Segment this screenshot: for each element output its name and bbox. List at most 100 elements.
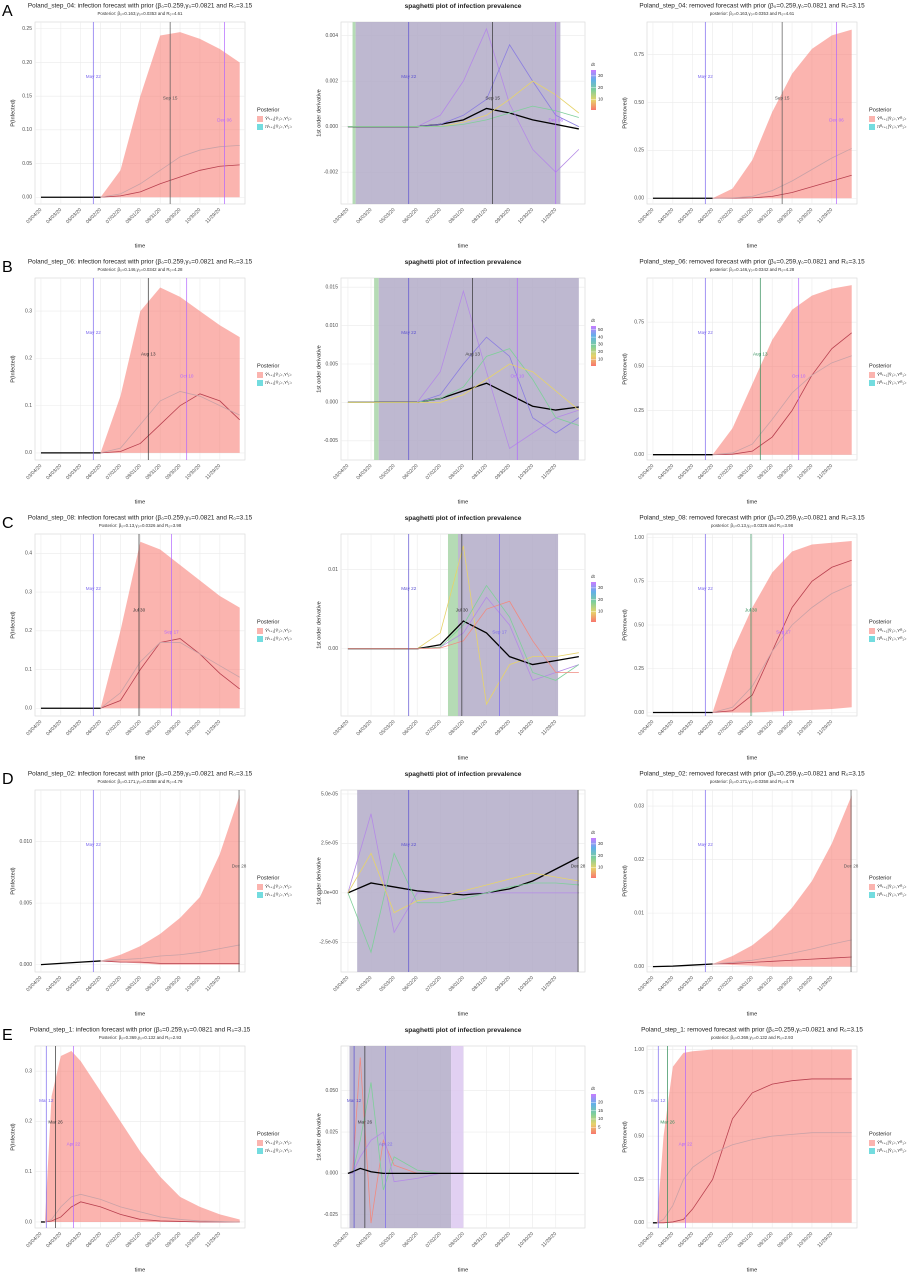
y-tick-label: 0.000 [325,1171,338,1177]
panel-letter: C [2,515,14,532]
y-axis-label: 1st order derivative [316,1113,322,1161]
x-tick-label: 05/03/20 [677,975,695,993]
chart-subtitle: posterior: β₀=0.163,γ₀=0.0353 and R₀=4.6… [710,11,795,16]
x-tick-label: 08/31/20 [757,207,775,225]
x-tick-label: 06/02/20 [402,463,420,481]
y-tick-label: 0.01 [328,567,338,573]
colorbar-tick-label: 20 [598,85,604,90]
event-label: Jul 30 [133,608,146,613]
x-tick-label: 10/30/20 [796,207,814,225]
x-tick-label: 11/29/20 [816,975,834,993]
x-tick-label: 10/30/20 [184,975,202,993]
legend-title: Posterior [257,875,280,881]
legend-swatch [869,1148,875,1154]
credible-band [100,794,240,965]
legend-swatch [869,372,875,378]
chart-subtitle: Posterior: β₀=0.369,γ₀=0.132 and R₀=2.93 [99,1035,182,1040]
event-label: May 22 [86,586,102,591]
x-tick-label: 09/30/20 [776,463,794,481]
x-tick-label: 06/02/20 [697,207,715,225]
x-tick-label: 05/03/20 [677,207,695,225]
chart-subtitle: posterior: β₀=0.146,γ₀=0.0342 and R₀=4.2… [710,267,795,272]
shaded-window [374,278,379,460]
event-label: Oct 10 [180,373,194,378]
colorbar-tick-label: 40 [598,334,604,339]
x-tick-label: 11/29/20 [204,207,222,225]
x-tick-label: 07/02/20 [105,207,123,225]
event-label: May 22 [401,330,417,335]
legend-label: Ŷᴿₜ₊₁|Ŷ₁:ₜ,Yᴿ₁:ₜ [877,627,907,633]
chart-title: Poland_step_02: infection forecast with … [28,771,253,778]
y-tick-label: 0.0 [25,450,32,456]
legend-label: Ŷᴿₜ₊₁|Ŷ₁:ₜ,Yᴿ₁:ₜ [877,1139,907,1145]
y-tick-label: 0.4 [25,551,32,557]
x-tick-label: 09/30/20 [164,207,182,225]
series-line [652,963,713,968]
x-axis-label: time [458,755,469,761]
x-tick-label: 08/31/20 [145,207,163,225]
legend-label: Ŷᴵₜ₊₁|Ŷ₁:ₜ,Yᴵ₁:ₜ [265,883,293,889]
series-line [712,332,852,456]
x-tick-label: 10/30/20 [517,1231,535,1249]
colorbar [591,70,596,110]
event-label: May 22 [86,330,102,335]
event-label: Dec 28 [571,864,586,869]
x-tick-label: 08/31/20 [145,975,163,993]
x-axis-label: time [458,1011,469,1017]
x-tick-label: 05/03/20 [677,719,695,737]
x-tick-label: 11/29/20 [540,1231,558,1249]
x-tick-label: 06/02/20 [402,1231,420,1249]
event-label: May 22 [698,74,714,79]
x-tick-label: 09/30/20 [776,975,794,993]
x-tick-label: 04/03/20 [45,207,63,225]
x-tick-label: 07/02/20 [105,1231,123,1249]
x-tick-label: 08/31/20 [471,719,489,737]
chart-subtitle: Posterior: β₀=0.171,γ₀=0.0358 and R₀=4.7… [97,779,183,784]
y-tick-label: 0.20 [22,60,32,66]
chart-title: Poland_step_08: removed forecast with pr… [639,515,865,522]
x-axis-label: time [747,1011,758,1017]
event-label: Jul 30 [456,608,469,613]
x-tick-label: 11/29/20 [816,463,834,481]
y-tick-label: 0.0e+00 [320,890,338,896]
x-tick-label: 03/04/20 [637,719,655,737]
x-tick-label: 04/03/20 [355,719,373,737]
colorbar-tick-label: 10 [598,865,604,870]
legend-title: Posterior [869,1131,892,1137]
legend-title: Posterior [869,619,892,625]
y-tick-label: 0.50 [634,622,644,628]
colorbar [591,838,596,878]
y-tick-label: 0.10 [22,127,32,133]
colorbar-tick-label: 30 [598,841,604,846]
x-tick-label: 07/02/20 [717,719,735,737]
y-tick-label: 0.004 [325,33,338,39]
series-line [100,391,240,454]
y-axis-label: P(Removed) [622,609,628,641]
x-tick-label: 03/04/20 [637,207,655,225]
y-tick-label: 0.010 [325,323,338,329]
series-line [100,944,240,962]
x-tick-label: 08/01/20 [448,719,466,737]
event-label: Mar 12 [347,1098,362,1103]
colorbar-tick-label: 20 [598,349,604,354]
legend-label: πᴵₜ₊₁|Ŷ₁:ₜ,Yᴵ₁:ₜ [265,1147,293,1153]
y-tick-label: 0.25 [634,1177,644,1183]
panel-letter: E [2,1027,13,1044]
chart-title: Poland_step_08: infection forecast with … [28,515,253,522]
x-tick-label: 04/03/20 [355,207,373,225]
chart-title: Poland_step_06: removed forecast with pr… [639,259,865,266]
legend-swatch [869,116,875,122]
event-label: May 22 [401,842,417,847]
event-label: Mar 26 [358,1120,373,1125]
x-tick-label: 04/03/20 [45,463,63,481]
x-tick-label: 10/30/20 [796,1231,814,1249]
y-tick-label: -0.025 [324,1212,338,1218]
y-tick-label: 0.3 [25,1068,32,1074]
y-tick-label: 0.00 [328,646,338,652]
x-tick-label: 11/29/20 [816,207,834,225]
colorbar-tick-label: 30 [598,585,604,590]
legend-swatch [257,116,263,122]
y-tick-label: -0.005 [324,438,338,444]
x-tick-label: 07/02/20 [105,975,123,993]
